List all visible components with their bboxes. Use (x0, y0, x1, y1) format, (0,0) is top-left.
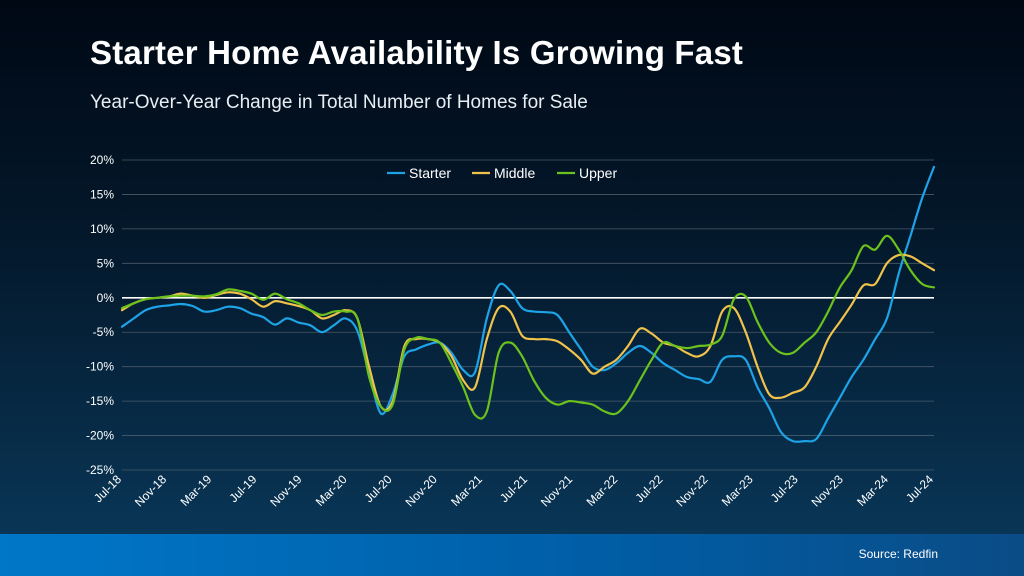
x-tick-label: Jul-21 (497, 472, 530, 505)
x-tick-label: Mar-21 (448, 472, 485, 509)
x-tick-label: Jul-24 (903, 472, 936, 505)
gridlines (122, 159, 934, 471)
y-tick-label: -5% (93, 325, 115, 339)
y-tick-label: -25% (86, 463, 114, 477)
x-tick-label: Mar-22 (584, 472, 621, 509)
chart-subtitle: Year-Over-Year Change in Total Number of… (90, 92, 588, 113)
y-axis-tick-labels: 20% 15% 10% 5% 0% -5% -10% -15% -20% -25% (86, 153, 114, 477)
x-tick-label: Nov-23 (809, 472, 846, 509)
chart-title: Starter Home Availability Is Growing Fas… (90, 34, 744, 71)
footer-bar: Source: Redfin (0, 534, 1024, 576)
line-chart: 20%15%10%5%0%-5%-10%-15%-20%-25% Jul-18 N… (86, 153, 936, 509)
x-tick-label: Jul-20 (362, 472, 395, 505)
series-line-starter (120, 165, 936, 443)
x-tick-label: Jul-23 (768, 472, 801, 505)
series-line-upper (120, 234, 936, 420)
x-tick-label: Nov-20 (403, 472, 440, 509)
x-tick-label: Jul-19 (226, 472, 259, 505)
y-tick-label: -15% (86, 394, 114, 408)
series-lines (120, 165, 936, 443)
legend: Starter Middle Upper (387, 165, 617, 181)
y-tick-label: -20% (86, 429, 114, 443)
y-tick-label: -10% (86, 360, 114, 374)
x-tick-label: Mar-23 (719, 472, 756, 509)
legend-label-middle: Middle (494, 165, 535, 181)
x-tick-label: Mar-24 (854, 472, 891, 509)
x-tick-label: Nov-18 (132, 472, 169, 509)
x-tick-label: Nov-22 (673, 472, 710, 509)
x-tick-label: Mar-20 (313, 472, 350, 509)
x-tick-label: Mar-19 (178, 472, 215, 509)
x-tick-label: Jul-22 (632, 472, 665, 505)
series-line-middle (120, 253, 936, 412)
x-tick-label: Nov-21 (538, 472, 575, 509)
y-tick-label: 10% (90, 222, 114, 236)
x-axis-tick-labels: Jul-18 Nov-18 Mar-19 Jul-19 Nov-19 Mar-20 Jul-… (91, 472, 936, 509)
y-tick-label: 5% (97, 256, 115, 270)
y-tick-label: 15% (90, 187, 114, 201)
source-label: Source: Redfin (858, 547, 938, 561)
legend-label-starter: Starter (409, 165, 451, 181)
x-tick-label: Nov-19 (267, 472, 304, 509)
y-tick-label: 20% (90, 153, 114, 167)
legend-label-upper: Upper (579, 165, 617, 181)
y-tick-label: 0% (97, 291, 115, 305)
